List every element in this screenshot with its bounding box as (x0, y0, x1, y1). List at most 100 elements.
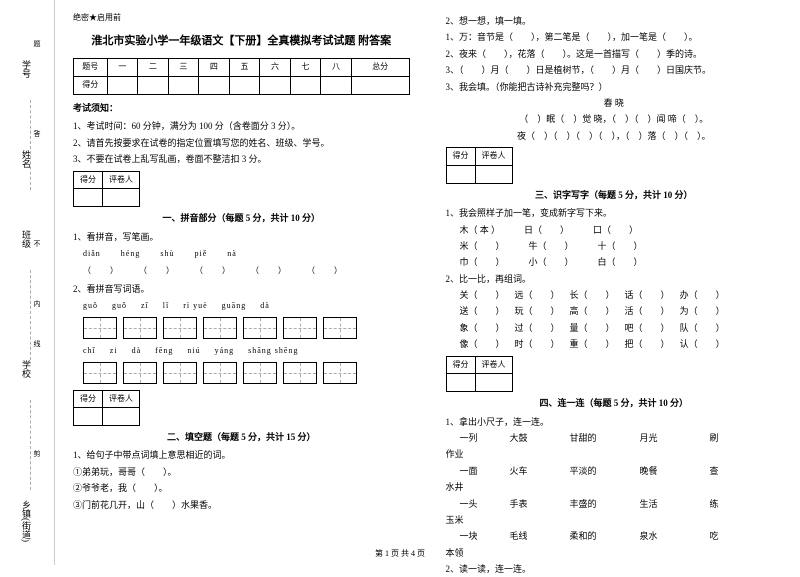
margin-inner: 内 (32, 300, 42, 307)
grid-box[interactable] (123, 362, 157, 384)
c30: 巾（ ） (460, 255, 505, 269)
mini-b3: 评卷人 (475, 148, 512, 166)
margin-line: 线 (32, 340, 42, 347)
margin-ti: 题 (32, 40, 42, 47)
grid-box[interactable] (283, 317, 317, 339)
sc-7[interactable] (290, 77, 321, 95)
s2-q1b: ②爷爷老，我（ ）。 (73, 481, 410, 495)
sc-6[interactable] (260, 77, 291, 95)
grid-box[interactable] (243, 317, 277, 339)
br-2[interactable]: （ ） (195, 265, 231, 278)
sc-3[interactable] (168, 77, 199, 95)
sc-5[interactable] (229, 77, 260, 95)
s2-q3a: （ ）眠（ ）觉 晓，（ ）（ ）闻 啼（ ）。 (446, 112, 783, 126)
br-4[interactable]: （ ） (307, 265, 343, 278)
th-0: 题号 (74, 59, 108, 77)
sc-9[interactable] (351, 77, 409, 95)
s1-pinyin-2a: guǒ guǒ zǐ lǐ rì yuè guāng dà (83, 300, 410, 313)
mini-b2v[interactable] (103, 408, 140, 426)
margin-dotted-3 (30, 100, 31, 190)
mini-a4v[interactable] (446, 374, 475, 392)
mini-a4: 得分 (446, 356, 475, 374)
m44: 丰盛的 (570, 497, 640, 511)
grid-box[interactable] (203, 317, 237, 339)
content-area: 绝密★启用前 淮北市实验小学一年级语文【下册】全真模拟考试试题 附答案 题号 一… (55, 0, 800, 565)
grid-box[interactable] (163, 317, 197, 339)
sc-8[interactable] (321, 77, 352, 95)
p2a-2: zǐ (141, 300, 149, 313)
m26: 晚餐 (640, 464, 710, 478)
grader-table-4: 得分评卷人 (446, 356, 513, 393)
margin-township: 乡镇(街道) (20, 500, 33, 542)
s3-q2: 2、比一比，再组词。 (446, 272, 783, 286)
s2-q1a: ①弟弟玩，哥哥（ ）。 (73, 465, 410, 479)
s3-q1: 1、我会照样子加一笔，变成新字写下来。 (446, 206, 783, 220)
th-8: 八 (321, 59, 352, 77)
s1-pinyin-1: diǎn héng shù piě nà (83, 248, 410, 261)
mini-a3: 得分 (446, 148, 475, 166)
mini-b4v[interactable] (475, 374, 512, 392)
br-3[interactable]: （ ） (251, 265, 287, 278)
m48: 练 (710, 497, 719, 511)
grid-box[interactable] (163, 362, 197, 384)
m22: 火车 (510, 464, 570, 478)
th-2: 二 (138, 59, 169, 77)
m62: 毛线 (510, 529, 570, 543)
m24: 平淡的 (570, 464, 640, 478)
mr3: 水井 (446, 480, 783, 494)
mini-a2v[interactable] (74, 408, 103, 426)
th-3: 三 (168, 59, 199, 77)
grid-row-1 (83, 317, 410, 339)
s3-r7: 像（ ）时（ ）重（ ）把（ ）认（ ） (460, 337, 783, 351)
grid-box[interactable] (203, 362, 237, 384)
c70: 像（ ） (460, 337, 505, 351)
m46: 生活 (640, 497, 710, 511)
mr0: 一列大鼓甘甜的月光刷 (460, 431, 783, 445)
br-0[interactable]: （ ） (83, 265, 119, 278)
s2-q2a: 1、万：音节是（ ），第二笔是（ ），加一笔是（ ）。 (446, 30, 783, 44)
sc-1[interactable] (107, 77, 138, 95)
grid-box[interactable] (83, 362, 117, 384)
th-6: 六 (260, 59, 291, 77)
m20: 一面 (460, 464, 510, 478)
mini-b3v[interactable] (475, 165, 512, 183)
p1-1: héng (121, 248, 141, 261)
s1-pinyin-2b: chǐ zi dà fēng niú yáng shāng shēng (83, 345, 410, 358)
c64: 队（ ） (680, 321, 725, 335)
grid-box[interactable] (123, 317, 157, 339)
grid-box[interactable] (323, 362, 357, 384)
s2-q3b: 夜（ ）（ ）（ ）（ ），（ ）落（ ）（ ）。 (446, 129, 783, 143)
right-column: 2、想一想，填一填。 1、万：音节是（ ），第二笔是（ ），加一笔是（ ）。 2… (428, 0, 800, 565)
c63: 吧（ ） (625, 321, 670, 335)
grid-box[interactable] (83, 317, 117, 339)
binding-margin: 乡镇(街道) 剪 学校 内 线 班级 不 姓名 答 学号 题 (0, 0, 55, 565)
s2-q2c: 3、（ ）月（ ）日是植树节，（ ）月（ ）日国庆节。 (446, 63, 783, 77)
secret-label: 绝密★启用前 (73, 12, 410, 25)
section-4-title: 四、连一连（每题 5 分，共计 10 分） (446, 396, 783, 410)
sc-2[interactable] (138, 77, 169, 95)
c53: 活（ ） (625, 304, 670, 318)
mini-a1: 得分 (74, 171, 103, 189)
c52: 高（ ） (570, 304, 615, 318)
m68: 吃 (710, 529, 719, 543)
br-1[interactable]: （ ） (139, 265, 175, 278)
s2-q3t: 春 晓 (446, 96, 783, 110)
mini-a1v[interactable] (74, 189, 103, 207)
grid-box[interactable] (283, 362, 317, 384)
grid-box[interactable] (243, 362, 277, 384)
s2-q3: 3、我会填。（你能把古诗补充完整吗？） (446, 80, 783, 94)
notice-2: 2、请首先按要求在试卷的指定位置填写您的姓名、班级、学号。 (73, 136, 410, 150)
sc-4[interactable] (199, 77, 230, 95)
p2b-4: niú (187, 345, 200, 358)
grid-box[interactable] (323, 317, 357, 339)
margin-dotted-2 (30, 270, 31, 360)
grader-table-3: 得分评卷人 (446, 147, 513, 184)
mini-a3v[interactable] (446, 165, 475, 183)
margin-dotted-1 (30, 400, 31, 490)
mini-b1v[interactable] (103, 189, 140, 207)
mr6: 一块毛线柔和的泉水吃 (460, 529, 783, 543)
score-label: 得分 (74, 77, 108, 95)
p2a-0: guǒ (83, 300, 98, 313)
s3-r3: 巾（ ）小（ ）白（ ） (460, 255, 783, 269)
margin-name: 姓名 (20, 150, 33, 168)
